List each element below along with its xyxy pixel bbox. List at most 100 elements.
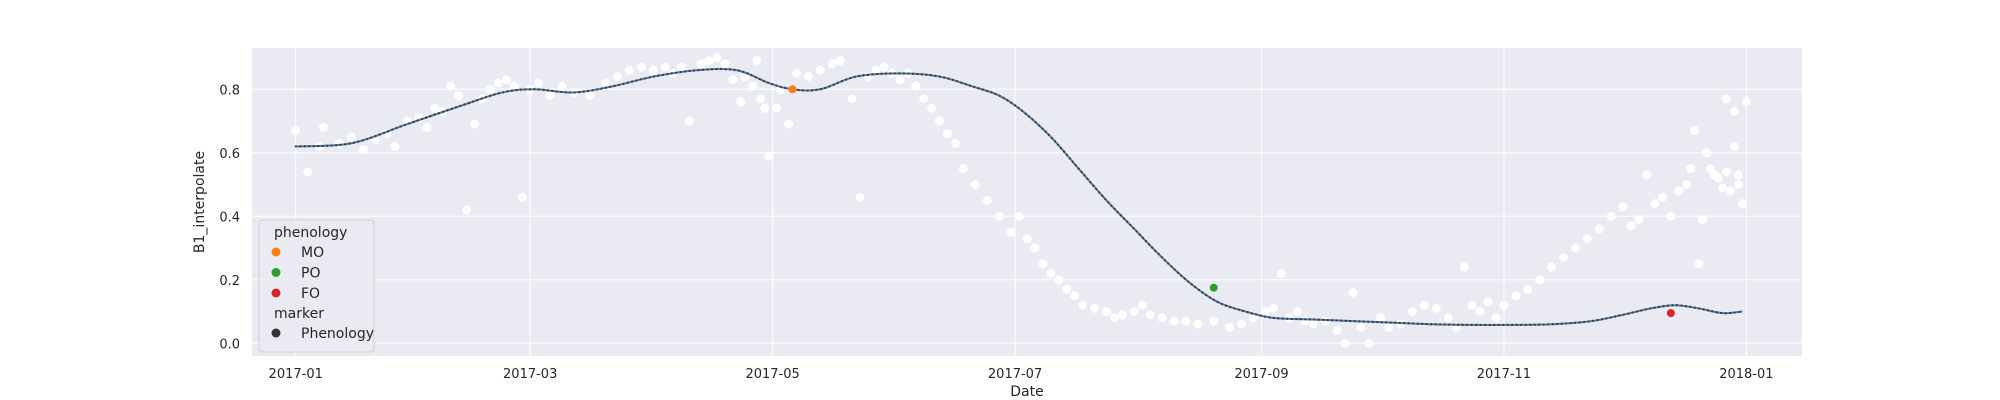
interpolation-dot <box>1596 319 1599 322</box>
interpolation-dot <box>352 141 356 144</box>
interpolation-dot <box>1653 306 1656 309</box>
legend-label: Phenology <box>301 326 374 342</box>
interpolation-dot <box>1126 220 1129 223</box>
interpolation-dot <box>1180 274 1183 277</box>
interpolation-dot <box>1107 201 1110 204</box>
interpolation-dot <box>1551 323 1554 326</box>
interpolation-dot <box>416 119 419 122</box>
interpolation-dot <box>378 133 381 136</box>
observation-point <box>1070 291 1080 301</box>
observation-point <box>1249 313 1259 323</box>
interpolation-dot <box>1662 305 1665 308</box>
interpolation-dot <box>981 88 984 91</box>
observation-point <box>601 78 611 88</box>
interpolation-dot <box>1344 319 1347 322</box>
interpolation-dot <box>951 78 954 81</box>
interpolation-dot <box>1205 293 1208 297</box>
interpolation-dot <box>600 87 603 90</box>
interpolation-dot <box>1515 323 1518 326</box>
interpolation-dot <box>1154 249 1157 252</box>
interpolation-dot <box>1547 323 1550 326</box>
interpolation-dot <box>609 85 612 88</box>
interpolation-dot <box>497 92 500 95</box>
interpolation-dot <box>1448 323 1451 326</box>
interpolation-dot <box>1034 121 1037 124</box>
observation-point <box>485 84 495 94</box>
observation-point <box>684 116 694 126</box>
observation-point <box>943 129 953 139</box>
interpolation-dot <box>710 68 714 71</box>
interpolation-dot <box>1224 304 1228 307</box>
observation-point <box>1022 234 1032 244</box>
observation-point <box>1475 307 1485 317</box>
interpolation-dot <box>1618 314 1621 317</box>
observation-point <box>1741 97 1751 107</box>
observation-point <box>1570 243 1580 253</box>
interpolation-dot <box>1135 230 1138 233</box>
interpolation-dot <box>617 83 621 87</box>
interpolation-dot <box>1371 320 1374 323</box>
interpolation-dot <box>1493 323 1496 327</box>
interpolation-dot <box>1299 318 1302 321</box>
interpolation-dot <box>1163 259 1167 262</box>
observation-point <box>1292 307 1302 317</box>
interpolation-dot <box>1041 127 1044 130</box>
interpolation-dot <box>1047 133 1050 136</box>
observation-point <box>585 91 595 101</box>
interpolated-line <box>294 67 1743 327</box>
interpolation-dot <box>701 68 705 71</box>
interpolation-dot <box>1010 101 1013 104</box>
observation-point <box>1606 211 1616 221</box>
observation-point <box>1523 284 1533 294</box>
observation-point <box>895 75 905 85</box>
interpolation-dot <box>344 143 347 146</box>
observation-point <box>950 138 960 148</box>
interpolation-dot <box>1141 236 1144 239</box>
interpolation-dot <box>973 85 976 89</box>
interpolation-dot <box>1201 291 1204 294</box>
x-tick-label: 2017-03 <box>503 367 557 382</box>
interpolation-dot <box>1053 140 1057 143</box>
interpolation-dot <box>1021 109 1024 112</box>
observation-point <box>1260 307 1270 317</box>
observation-point <box>1014 211 1024 221</box>
interpolation-dot <box>1711 310 1714 313</box>
interpolation-dot <box>437 112 441 115</box>
observation-point <box>1547 262 1557 272</box>
interpolation-dot <box>706 68 709 71</box>
observation-point <box>1169 316 1179 326</box>
interpolation-dot <box>374 134 377 138</box>
interpolation-dot <box>1457 323 1460 326</box>
interpolation-dot <box>1657 305 1661 308</box>
interpolation-dot <box>806 89 809 92</box>
interpolation-dot <box>365 137 369 141</box>
observation-point <box>1491 313 1501 323</box>
interpolation-dot <box>420 117 424 121</box>
observation-point <box>1702 148 1712 158</box>
interpolation-dot <box>299 145 302 148</box>
interpolation-dot <box>1398 321 1401 325</box>
interpolation-dot <box>884 72 888 75</box>
interpolation-dot <box>551 89 554 93</box>
interpolation-dot <box>1362 320 1365 323</box>
interpolation-dot <box>1389 321 1392 324</box>
observation-point <box>1340 338 1350 348</box>
interpolation-dot <box>1649 307 1652 310</box>
interpolation-dot <box>1116 211 1119 214</box>
interpolation-dot <box>537 88 541 91</box>
interpolation-dot <box>1385 321 1388 324</box>
interpolation-dot <box>519 88 523 91</box>
interpolation-dot <box>546 89 549 92</box>
interpolation-dot <box>1416 322 1419 325</box>
interpolation-dot <box>326 144 329 147</box>
observation-point <box>1483 297 1493 307</box>
interpolation-dot <box>1376 320 1379 324</box>
interpolation-dot <box>824 86 827 90</box>
interpolation-dot <box>1024 112 1027 115</box>
interpolation-dot <box>1425 322 1428 326</box>
interpolation-dot <box>1268 316 1271 319</box>
interpolation-dot <box>1092 184 1095 187</box>
interpolation-dot <box>828 85 831 88</box>
interpolation-dot <box>1666 304 1670 307</box>
interpolation-dot <box>1644 308 1647 311</box>
